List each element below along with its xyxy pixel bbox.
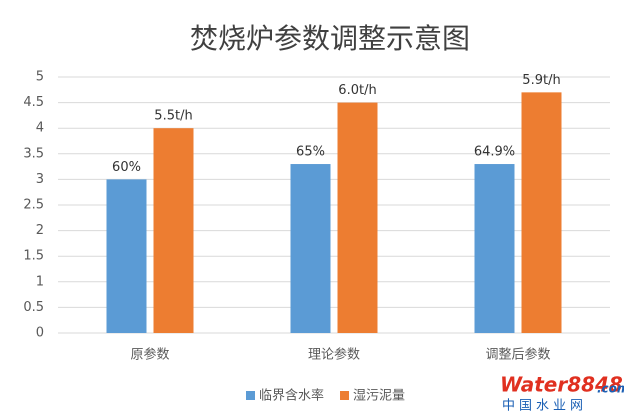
y-tick-label: 4 (36, 121, 44, 136)
y-tick-label: 0.5 (23, 300, 44, 315)
watermark-domain: .com (597, 382, 624, 396)
y-tick-label: 1.5 (23, 249, 44, 264)
y-tick-label: 3 (36, 172, 44, 187)
value-label: 60% (112, 160, 141, 175)
value-label: 6.0t/h (338, 83, 376, 98)
x-tick-label: 理论参数 (308, 347, 360, 363)
bar (153, 128, 194, 333)
y-tick-label: 2 (36, 223, 44, 238)
value-label: 64.9% (474, 145, 515, 160)
chart-title: 焚烧炉参数调整示意图 (190, 22, 470, 55)
bar (106, 179, 147, 333)
legend-label: 湿污泥量 (353, 389, 405, 404)
y-tick-label: 3.5 (23, 146, 44, 161)
y-tick-label: 0 (36, 326, 44, 341)
bar (337, 102, 378, 333)
legend-swatch (246, 391, 255, 400)
bar (474, 164, 515, 333)
legend-swatch (340, 391, 350, 400)
y-tick-label: 4.5 (23, 95, 44, 110)
x-tick-label: 调整后参数 (485, 347, 550, 363)
watermark-site: 中国水业网 (502, 399, 587, 414)
watermark-brand: Water8848 (500, 373, 623, 397)
y-tick-label: 5 (36, 70, 44, 85)
bar (521, 92, 562, 333)
value-label: 5.5t/h (154, 109, 192, 124)
x-tick-label: 原参数 (130, 347, 169, 363)
value-label: 5.9t/h (522, 73, 560, 88)
legend-label: 临界含水率 (259, 388, 324, 404)
y-tick-label: 2.5 (23, 198, 44, 213)
value-label: 65% (296, 145, 325, 160)
bar (290, 164, 331, 333)
y-tick-label: 1 (36, 274, 44, 289)
